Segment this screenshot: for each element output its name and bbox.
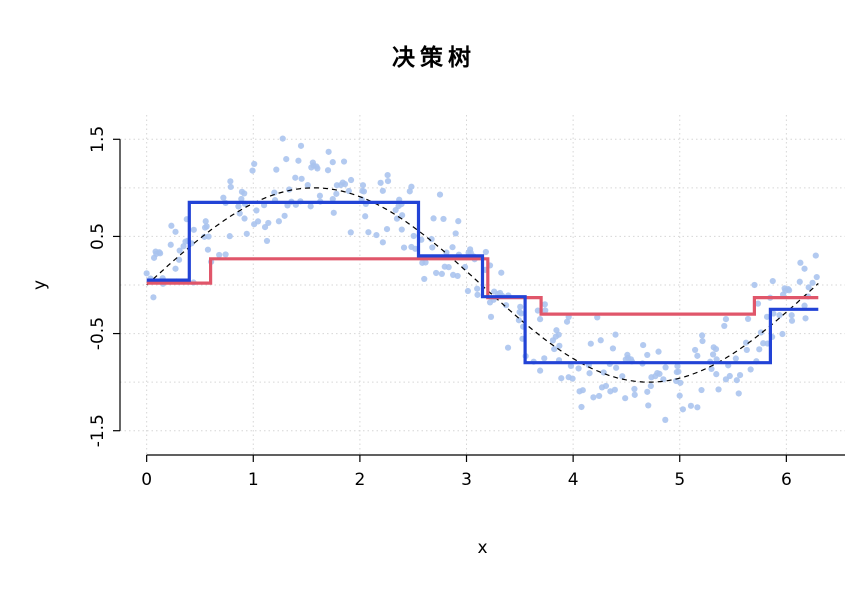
chart-title: 决策树 — [392, 45, 476, 71]
x-tick-label: 0 — [141, 470, 152, 490]
axes: 0 1 2 3 4 5 6 -1.5 -0.5 0.5 1.5 — [88, 126, 845, 490]
x-tick-label: 5 — [674, 470, 685, 490]
x-axis-label: x — [477, 538, 488, 558]
y-tick-label: -1.5 — [88, 414, 108, 447]
x-tick-label: 2 — [354, 470, 365, 490]
x-tick-label: 6 — [781, 470, 792, 490]
y-tick-label: 0.5 — [88, 223, 108, 250]
grid — [120, 115, 845, 455]
x-tick-label: 4 — [568, 470, 579, 490]
y-tick-label: -0.5 — [88, 317, 108, 350]
x-tick-label: 1 — [248, 470, 259, 490]
tree-fit-deep-step-line — [146, 200, 819, 365]
x-tick-label: 3 — [461, 470, 472, 490]
y-tick-label: 1.5 — [88, 126, 108, 153]
